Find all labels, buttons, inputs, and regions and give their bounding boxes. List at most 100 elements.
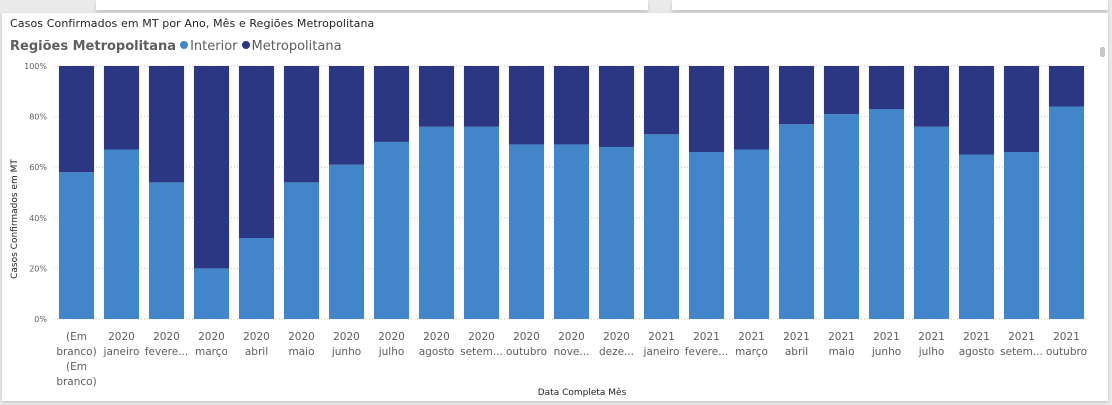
bar-metropolitana[interactable]: [58, 66, 95, 173]
bar-metropolitana[interactable]: [958, 66, 995, 155]
x-tick-label: 2020 fevere...: [145, 331, 188, 358]
x-tick-label-line: deze...: [599, 346, 634, 358]
bar-interior[interactable]: [1048, 106, 1085, 319]
x-tick-label: 2020 janeiro: [103, 331, 140, 358]
x-tick-label-line: 2020: [603, 331, 630, 343]
bar-metropolitana[interactable]: [553, 66, 590, 145]
x-tick-label: 2020 deze...: [599, 331, 634, 358]
x-tick-label-line: 2021: [648, 331, 675, 343]
x-axis-label: Data Completa Mês: [537, 388, 627, 398]
legend-label-metropolitana: Metropolitana: [251, 39, 342, 54]
bar-interior[interactable]: [193, 268, 230, 319]
x-tick-label-line: 2021: [783, 331, 810, 343]
bar-interior[interactable]: [418, 126, 455, 319]
x-tick-label-line: 2020: [378, 331, 405, 343]
bar-interior[interactable]: [643, 134, 680, 319]
legend[interactable]: Regiões Metropolitana Interior Metropolita…: [10, 39, 346, 54]
x-tick-label-line: março: [735, 346, 768, 358]
legend-item-metropolitana[interactable]: Metropolitana: [241, 39, 342, 54]
x-tick-label-line: junho: [331, 346, 361, 358]
x-tick-label-line: agosto: [959, 346, 995, 358]
bar-metropolitana[interactable]: [598, 66, 635, 147]
bar-metropolitana[interactable]: [1048, 66, 1085, 107]
bar-interior[interactable]: [553, 144, 590, 319]
top-card-right: [672, 0, 1108, 10]
y-tick-label: 20%: [29, 264, 47, 273]
bar-metropolitana[interactable]: [508, 66, 545, 145]
bar-metropolitana[interactable]: [238, 66, 275, 239]
y-tick-label: 100%: [24, 62, 47, 71]
x-tick-label-line: 2021: [1053, 331, 1080, 343]
bar-metropolitana[interactable]: [103, 66, 140, 150]
x-tick-label: 2021 outubro: [1046, 331, 1087, 358]
bar-interior[interactable]: [373, 141, 410, 319]
x-tick-label-line: 2020: [198, 331, 225, 343]
bar-interior[interactable]: [778, 124, 815, 319]
x-tick-label-line: janeiro: [643, 346, 680, 358]
x-tick-label: 2021 abril: [783, 331, 810, 358]
bar-metropolitana[interactable]: [193, 66, 230, 269]
bar-interior[interactable]: [823, 114, 860, 319]
bar-metropolitana[interactable]: [778, 66, 815, 125]
x-tick-label: 2021 julho: [918, 331, 945, 358]
bar-interior[interactable]: [238, 238, 275, 319]
bar-interior[interactable]: [463, 126, 500, 319]
chart-plot: 0% 20% 40% 60% 80% 100% (Em branco) (Em branco) 20…: [24, 62, 1089, 388]
bar-interior[interactable]: [598, 146, 635, 319]
x-tick-label: 2020 outubro: [506, 331, 547, 358]
bar-interior[interactable]: [958, 154, 995, 319]
bar-metropolitana[interactable]: [418, 66, 455, 127]
x-tick-label-line: julho: [378, 346, 405, 358]
x-tick-label: 2020 junho: [331, 331, 361, 358]
x-tick-label: 2020 setem...: [460, 331, 503, 358]
x-tick-label-line: abril: [785, 346, 808, 358]
x-tick-label: 2021 junho: [871, 331, 901, 358]
bar-interior[interactable]: [58, 172, 95, 319]
x-tick-label-line: 2020: [288, 331, 315, 343]
bar-metropolitana[interactable]: [733, 66, 770, 150]
bar-metropolitana[interactable]: [463, 66, 500, 127]
x-tick-label-line: nove...: [554, 346, 590, 358]
bar-metropolitana[interactable]: [688, 66, 725, 153]
bar-metropolitana[interactable]: [823, 66, 860, 115]
stacked-bar-visual[interactable]: Casos Confirmados em MT por Ano, Mês e R…: [2, 13, 1108, 401]
bar-interior[interactable]: [328, 164, 365, 319]
x-tick-label: 2020 nove...: [554, 331, 590, 358]
bar-interior[interactable]: [868, 109, 905, 319]
x-tick-label-line: outubro: [506, 346, 547, 358]
x-tick-label-line: 2020: [558, 331, 585, 343]
bar-interior[interactable]: [688, 152, 725, 319]
bar-interior[interactable]: [103, 149, 140, 319]
x-tick-label-line: 2020: [423, 331, 450, 343]
bar-metropolitana[interactable]: [1003, 66, 1040, 153]
bar-interior[interactable]: [508, 144, 545, 319]
bar-metropolitana[interactable]: [913, 66, 950, 127]
x-tick-label: 2021 março: [735, 331, 768, 358]
x-tick-label-line: 2021: [1008, 331, 1035, 343]
x-tick-label: 2020 agosto: [419, 331, 455, 358]
top-card-left: [96, 0, 648, 10]
bar-interior[interactable]: [913, 126, 950, 319]
bar-metropolitana[interactable]: [148, 66, 185, 183]
legend-item-interior[interactable]: Interior: [180, 39, 238, 54]
bar-interior[interactable]: [1003, 152, 1040, 319]
x-tick-label-line: setem...: [1000, 346, 1043, 358]
bar-interior[interactable]: [283, 182, 320, 319]
x-tick-label-line: julho: [918, 346, 945, 358]
legend-dot-interior-icon: [180, 41, 189, 49]
x-tick-label-line: 2021: [738, 331, 765, 343]
y-tick-label: 0%: [34, 315, 47, 324]
x-tick-label: 2020 maio: [288, 331, 315, 358]
bar-metropolitana[interactable]: [868, 66, 905, 110]
bar-interior[interactable]: [148, 182, 185, 319]
x-tick-label: 2021 janeiro: [643, 331, 680, 358]
bar-metropolitana[interactable]: [373, 66, 410, 142]
bar-interior[interactable]: [733, 149, 770, 319]
bar-metropolitana[interactable]: [328, 66, 365, 165]
visual-scrollbar[interactable]: [1100, 47, 1105, 57]
x-tick-label: 2020 abril: [243, 331, 270, 358]
x-tick-label: 2021 setem...: [1000, 331, 1043, 358]
bar-metropolitana[interactable]: [283, 66, 320, 183]
x-tick-label-line: 2021: [918, 331, 945, 343]
bar-metropolitana[interactable]: [643, 66, 680, 135]
